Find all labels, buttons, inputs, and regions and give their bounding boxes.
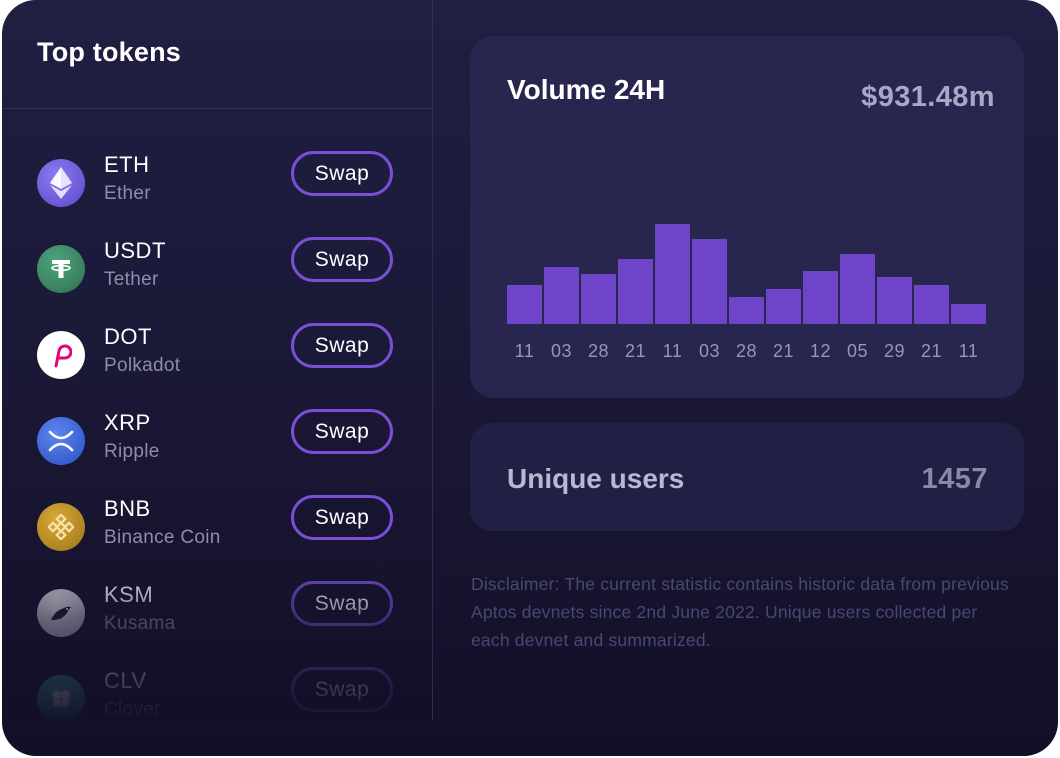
chart-bar — [544, 267, 579, 324]
x-tick-label: 21 — [921, 341, 942, 361]
token-symbol: DOT — [104, 324, 152, 349]
token-name: Ripple — [104, 441, 160, 462]
top-tokens-panel: Top tokens ETH Ether Swap — [2, 0, 433, 720]
volume-bar-chart: 11 03 28 21 11 03 28 21 12 05 29 21 11 — [507, 224, 986, 361]
swap-button-clv[interactable]: Swap — [291, 667, 393, 712]
token-symbol: XRP — [104, 410, 151, 435]
chart-bar — [840, 254, 875, 324]
disclaimer-text: Disclaimer: The current statistic contai… — [471, 574, 1009, 650]
chart-bar — [803, 271, 838, 324]
polkadot-icon — [37, 331, 85, 379]
chart-bar — [951, 304, 986, 324]
token-name: Kusama — [104, 613, 176, 634]
chart-bar — [618, 259, 653, 324]
x-tick-label: 11 — [515, 341, 535, 361]
ripple-icon — [37, 417, 85, 465]
x-tick-label: 28 — [736, 341, 757, 361]
chart-bar — [655, 224, 690, 324]
chart-bar — [877, 277, 912, 324]
x-tick-label: 11 — [959, 341, 979, 361]
chart-bar — [729, 297, 764, 324]
swap-button-dot[interactable]: Swap — [291, 323, 393, 368]
tether-icon — [37, 245, 85, 293]
kusama-icon — [37, 589, 85, 637]
volume-card: Volume 24H $931.48m 11 03 28 21 11 03 28 21 12 05… — [470, 36, 1024, 398]
chart-bar — [507, 285, 542, 324]
token-name: Binance Coin — [104, 527, 221, 548]
volume-value: $931.48m — [861, 81, 995, 113]
unique-users-value: 1457 — [921, 463, 988, 495]
ethereum-icon — [37, 159, 85, 207]
x-tick-label: 28 — [588, 341, 609, 361]
token-row-dot: DOT Polkadot Swap — [2, 322, 432, 402]
x-tick-label: 12 — [810, 341, 831, 361]
token-symbol: CLV — [104, 668, 147, 693]
unique-users-card: Unique users 1457 — [470, 423, 1024, 531]
token-name: Polkadot — [104, 355, 181, 376]
x-tick-label: 03 — [551, 341, 572, 361]
token-symbol: BNB — [104, 496, 151, 521]
volume-title: Volume 24H — [507, 74, 666, 105]
chart-bar — [766, 289, 801, 324]
x-tick-label: 11 — [663, 341, 683, 361]
token-name: Clover — [104, 699, 161, 720]
chart-bar — [581, 274, 616, 324]
token-name: Tether — [104, 269, 159, 290]
token-symbol: USDT — [104, 238, 166, 263]
swap-button-eth[interactable]: Swap — [291, 151, 393, 196]
x-tick-label: 03 — [699, 341, 720, 361]
header-divider — [2, 108, 432, 109]
swap-button-usdt[interactable]: Swap — [291, 237, 393, 282]
token-row-bnb: BNB Binance Coin Swap — [2, 494, 432, 574]
token-row-xrp: XRP Ripple Swap — [2, 408, 432, 488]
x-tick-label: 21 — [773, 341, 794, 361]
clover-icon — [37, 675, 85, 720]
token-row-eth: ETH Ether Swap — [2, 150, 432, 230]
token-row-usdt: USDT Tether Swap — [2, 236, 432, 316]
top-tokens-title: Top tokens — [37, 37, 182, 67]
unique-users-label: Unique users — [507, 463, 685, 494]
x-tick-label: 29 — [884, 341, 905, 361]
x-tick-label: 21 — [625, 341, 646, 361]
swap-button-bnb[interactable]: Swap — [291, 495, 393, 540]
x-tick-label: 05 — [847, 341, 868, 361]
binance-icon — [37, 503, 85, 551]
swap-button-xrp[interactable]: Swap — [291, 409, 393, 454]
chart-bar — [914, 285, 949, 324]
token-row-ksm: KSM Kusama Swap — [2, 580, 432, 660]
token-symbol: KSM — [104, 582, 154, 607]
chart-bar — [692, 239, 727, 324]
token-list: ETH Ether Swap USDT Tether Swap — [2, 109, 432, 720]
swap-button-ksm[interactable]: Swap — [291, 581, 393, 626]
token-symbol: ETH — [104, 152, 150, 177]
token-row-clv: CLV Clover Swap — [2, 666, 432, 720]
token-name: Ether — [104, 183, 151, 204]
